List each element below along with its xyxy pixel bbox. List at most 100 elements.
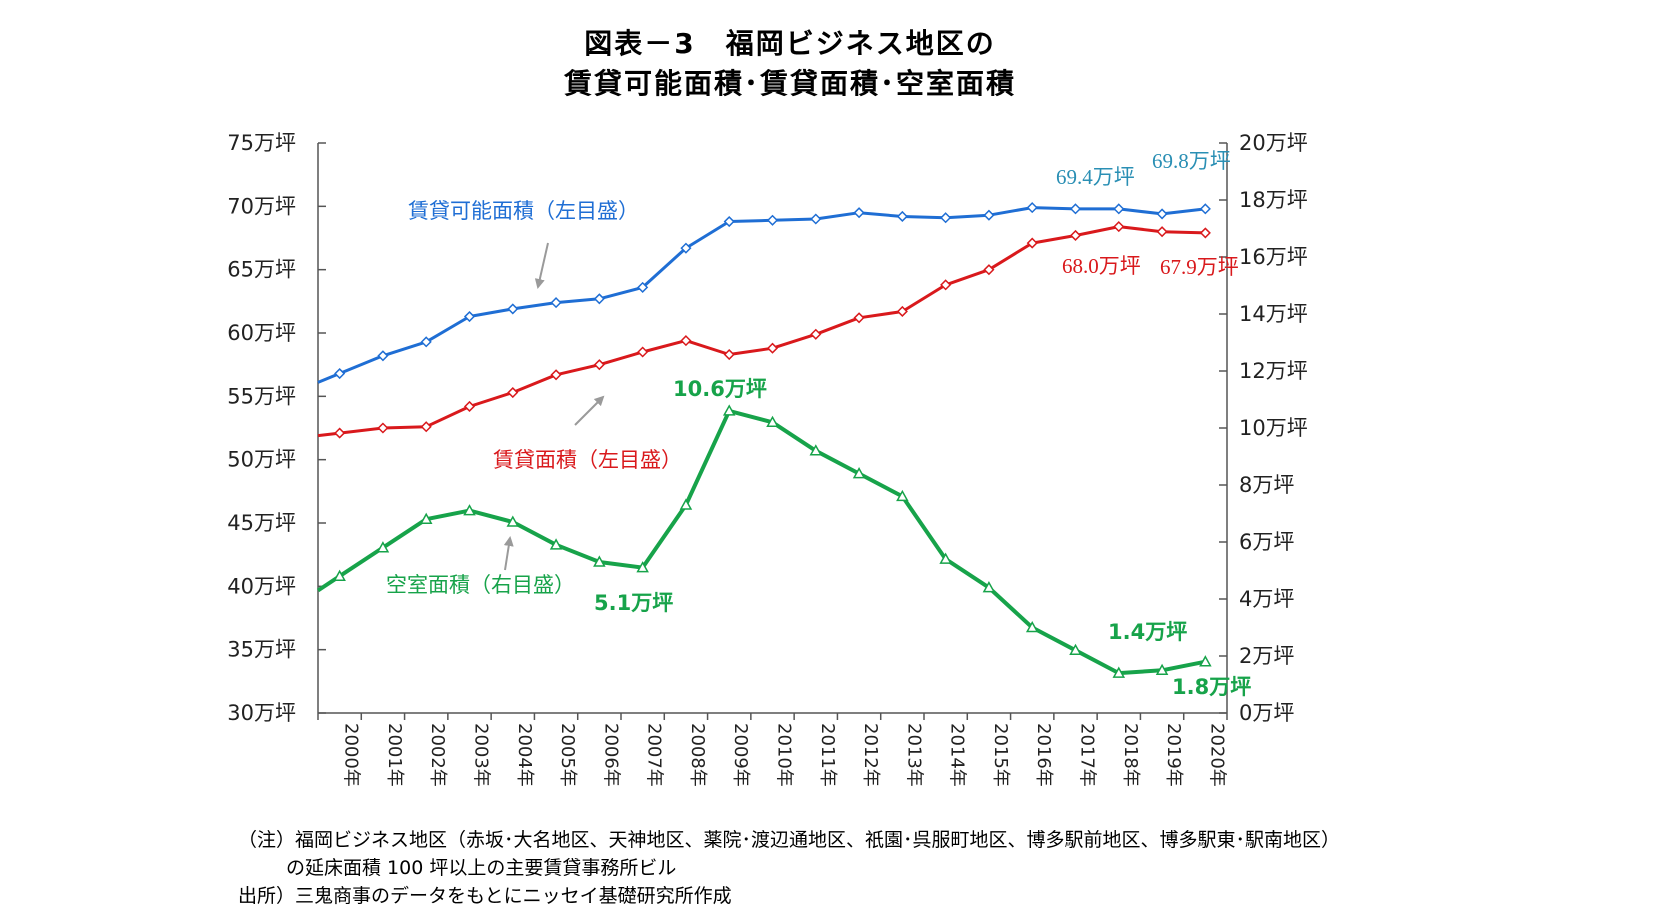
x-tick-label: 2013年 [903,723,924,787]
data-point-2 [376,541,390,553]
data-point-1 [983,264,995,276]
data-point-0 [550,297,562,309]
x-tick-label: 2010年 [774,723,795,787]
data-point-1 [334,427,346,439]
annotation-vacant-2009: 10.6万坪 [673,377,767,401]
data-point-1 [1199,227,1211,239]
data-point-1 [1026,237,1038,249]
data-point-1 [680,335,692,347]
x-tick-label: 2011年 [817,723,838,787]
left-tick-label: 75万坪 [227,131,296,155]
data-point-2 [636,561,649,573]
data-point-1 [1156,226,1168,238]
series-label-leased: 賃貸面積（左目盛） [493,448,682,472]
right-tick-label: 12万坪 [1239,359,1308,383]
left-tick-label: 30万坪 [227,701,296,725]
data-point-2 [1199,655,1212,667]
data-point-0 [896,210,908,223]
x-tick-label: 2017年 [1077,723,1098,787]
data-point-1 [810,328,822,340]
x-tick-label: 2002年 [427,723,448,787]
right-tick-label: 4万坪 [1239,587,1294,611]
left-tick-label: 55万坪 [227,384,296,408]
data-point-0 [1113,203,1125,215]
left-tick-label: 70万坪 [227,194,296,218]
x-tick-label: 2020年 [1206,723,1227,787]
data-point-2 [1025,620,1039,633]
chart-title-line1: 図表－3 福岡ビジネス地区の [584,27,996,60]
data-point-1 [1113,221,1125,233]
data-point-2 [1112,666,1126,678]
x-tick-label: 2015年 [990,723,1011,787]
data-point-2 [506,515,520,527]
annotation-vacant-2020: 1.8万坪 [1172,675,1251,699]
x-tick-label: 2014年 [947,723,968,787]
data-point-1 [420,421,432,433]
data-point-0 [593,293,605,305]
footnote-line2: の延床面積 100 坪以上の主要賃貸事務所ビル [286,857,677,879]
series-line-0 [317,206,1206,384]
right-tick-label: 18万坪 [1239,188,1308,212]
data-point-2 [1155,663,1169,675]
data-point-0 [637,281,649,293]
left-tick-label: 50万坪 [227,448,296,472]
data-point-0 [853,207,865,219]
annotation-leased-2020: 67.9万坪 [1160,255,1239,279]
x-tick-label: 2012年 [860,723,881,787]
data-point-2 [852,467,866,479]
data-point-2 [463,504,476,516]
x-tick-label: 2005年 [557,723,578,787]
data-point-1 [377,422,389,434]
annotation-available-2020: 69.8万坪 [1152,149,1231,173]
data-point-0 [983,209,995,221]
series-label-vacant: 空室面積（右目盛） [386,573,575,597]
x-tick-label: 2000年 [341,723,362,787]
x-tick-label: 2009年 [730,723,751,787]
data-point-2 [549,538,563,550]
right-tick-label: 0万坪 [1239,701,1294,725]
data-point-2 [722,404,736,416]
data-point-2 [679,498,693,510]
data-point-0 [463,310,476,323]
data-point-2 [1069,643,1082,656]
data-point-0 [680,242,692,254]
data-point-1 [896,305,908,318]
data-point-0 [507,303,519,315]
footnotes: （注）福岡ビジネス地区（赤坂･大名地区、天神地区、薬院･渡辺通地区、祇園･呉服町… [238,826,1340,910]
data-point-2 [593,555,606,567]
annotation-leased-2019: 68.0万坪 [1062,254,1141,278]
data-point-0 [1156,208,1168,220]
right-tick-label: 2万坪 [1239,644,1294,668]
data-point-2 [766,415,779,428]
right-tick-label: 14万坪 [1239,302,1308,326]
data-point-1 [550,369,562,381]
series-label-available: 賃貸可能面積（左目盛） [408,199,639,223]
data-point-1 [593,359,605,371]
chart-title-line2: 賃貸可能面積･賃貸面積･空室面積 [563,67,1016,100]
right-tick-label: 10万坪 [1239,416,1308,440]
x-tick-label: 2003年 [471,723,492,787]
x-tick-label: 2007年 [644,723,665,787]
footnote-line1: （注）福岡ビジネス地区（赤坂･大名地区、天神地区、薬院･渡辺通地区、祇園･呉服町… [238,829,1341,851]
data-point-2 [982,581,996,593]
right-tick-label: 8万坪 [1239,473,1294,497]
x-tick-label: 2001年 [384,723,405,787]
x-tick-label: 2006年 [600,723,621,787]
data-point-0 [810,213,822,225]
data-point-2 [939,552,952,564]
data-point-1 [940,279,952,291]
data-point-0 [766,214,779,226]
arrow-available [534,242,549,289]
arrow-leased [574,395,605,426]
data-point-1 [853,312,865,324]
x-tick-label: 2018年 [1120,723,1141,787]
series-line-2 [316,408,1206,676]
data-point-2 [809,444,823,456]
data-point-0 [1026,202,1038,214]
arrow-vacant [503,536,514,571]
annotation-vacant-2018: 1.4万坪 [1108,620,1187,644]
data-point-0 [1199,203,1211,215]
data-point-0 [940,212,952,224]
left-tick-label: 65万坪 [227,258,296,282]
